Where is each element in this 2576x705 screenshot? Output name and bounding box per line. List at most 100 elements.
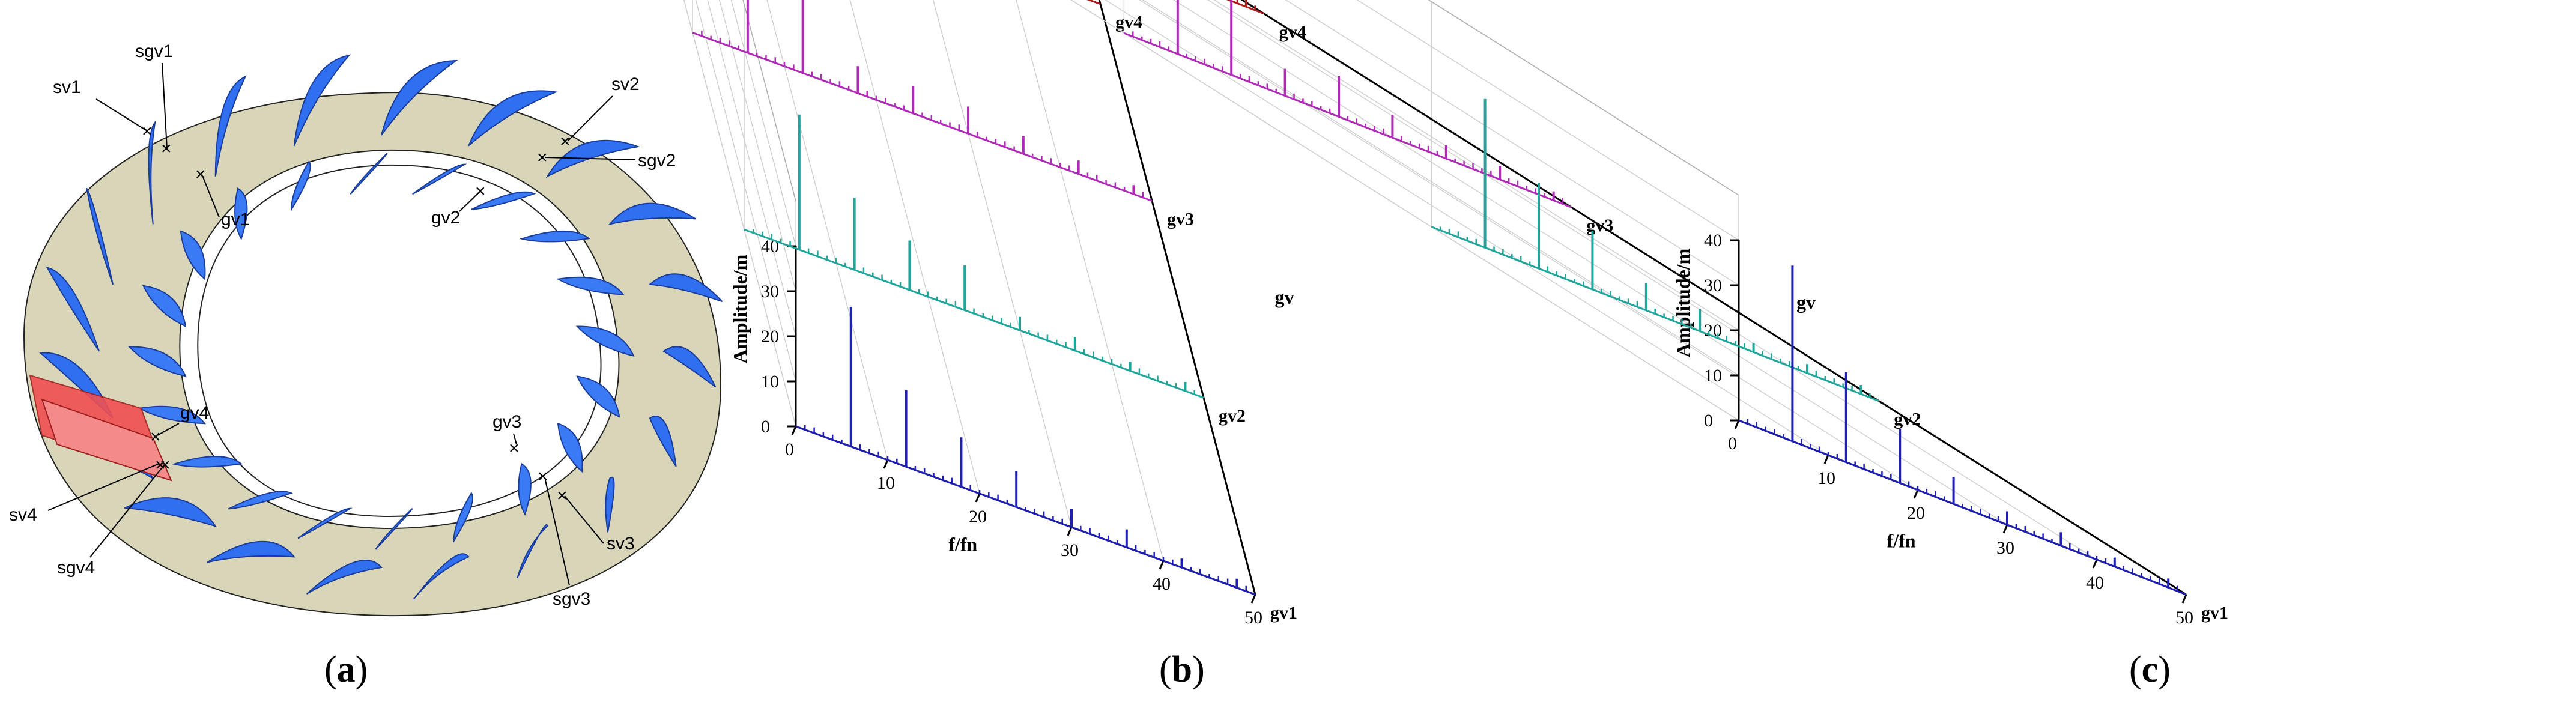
guide-vane-ring-panel: sv1 × sgv1 × gv1 × sv2 × sgv2 × gv2 × [9, 41, 723, 690]
depth-tick-label: gv2 [1219, 406, 1246, 426]
inner-vane [375, 508, 413, 550]
outer-vane [46, 267, 100, 352]
x-tick-label: 0 [785, 440, 794, 459]
highlighted-vane-sgv4 [41, 398, 172, 482]
z-axis-label: gv [1274, 286, 1294, 308]
grid-line [1070, 0, 1739, 421]
grid-line [1088, 0, 1101, 5]
inner-vane [576, 375, 620, 418]
panel-label-c: (c) [2129, 649, 2171, 690]
box-edge [1428, 0, 1739, 196]
grid-line [766, 0, 888, 461]
marker-gv1: × [195, 165, 206, 184]
label-sv4: sv4 [9, 505, 37, 525]
point-sgv3: sgv3 × [538, 467, 590, 609]
inner-vane [127, 346, 187, 377]
label-gv4: gv4 [180, 403, 209, 423]
y-tick-label: 0 [1704, 411, 1713, 431]
outer-vane [381, 59, 458, 136]
point-sgv1: sgv1 × [135, 41, 173, 159]
x-tick [1250, 594, 1256, 604]
label-gv3: gv3 [492, 412, 521, 432]
outer-vane [148, 122, 156, 225]
marker-sv2: × [560, 132, 571, 151]
z-axis [1098, 0, 1256, 595]
x-tick-label: 30 [1996, 538, 2014, 558]
box-edge [1099, 0, 1256, 595]
y-tick-label: 40 [1704, 231, 1722, 250]
point-gv1: gv1 × [195, 165, 250, 229]
grid-line [1173, 0, 2008, 525]
grid-line [1228, 0, 1264, 14]
outer-vane [207, 540, 295, 563]
y-axis-label: Amplitude/m [729, 254, 751, 363]
point-gv2: gv2 × [431, 181, 486, 228]
inner-vane [453, 492, 473, 543]
inner-vane [471, 191, 536, 210]
grid-line [719, 0, 796, 292]
outer-vane [662, 346, 717, 388]
outer-vane [648, 273, 723, 303]
outer-vane [545, 139, 641, 178]
x-tick [2002, 524, 2008, 534]
z-axis [1240, 0, 2187, 596]
grid-line [1142, 0, 1739, 376]
x-tick-label: 50 [1244, 608, 1262, 628]
outer-vane [413, 553, 470, 600]
x-tick [1159, 560, 1165, 570]
grid-line [1016, 0, 1164, 561]
y-axis-label: Amplitude/m [1672, 248, 1694, 357]
label-sgv4: sgv4 [57, 558, 95, 578]
label-sgv1: sgv1 [135, 41, 173, 61]
x-axis-label: f/fn [948, 534, 977, 555]
x-tick [1913, 489, 1919, 499]
label-sv2: sv2 [611, 74, 640, 94]
x-tick-label: 10 [1817, 468, 1835, 488]
marker-gv2: × [475, 181, 486, 201]
y-tick-label: 20 [761, 327, 779, 346]
outer-vane [124, 497, 217, 527]
outer-vane [605, 476, 615, 533]
point-sv3: sv3 × [557, 486, 635, 554]
grid-line [1099, 0, 1256, 595]
marker-sgv3: × [538, 467, 548, 486]
label-sgv3: sgv3 [553, 589, 590, 609]
marker-sv3: × [557, 486, 568, 506]
x-tick-label: 50 [2175, 608, 2193, 628]
x-tick-label: 20 [1907, 503, 1925, 523]
inner-vane [171, 456, 243, 468]
label-gv1: gv1 [221, 210, 250, 229]
x-tick [1823, 455, 1829, 464]
inner-vane [142, 285, 187, 328]
grid-line [730, 0, 796, 247]
x-tick [975, 493, 981, 503]
grid-line [849, 0, 980, 494]
box-edge [742, 0, 796, 202]
inner-vane [234, 187, 248, 241]
x-tick-label: 10 [877, 473, 895, 493]
outer-vane [649, 415, 677, 467]
marker-sv1: × [142, 121, 153, 141]
x-tick-label: 20 [969, 507, 987, 527]
depth-tick-label: gv2 [1894, 410, 1921, 429]
grid-line [707, 0, 796, 337]
x-tick-label: 30 [1061, 540, 1079, 560]
inner-vane [518, 462, 532, 516]
inner-vane [180, 230, 206, 280]
point-gv4: gv4 × [150, 403, 209, 447]
grid-line [1241, 0, 2187, 595]
waterfall-chart-b: 01020304050010203040gv1gv2gv3gv4f/fnAmpl… [683, 0, 1297, 690]
y-tick-label: 10 [761, 372, 779, 392]
x-tick-label: 0 [1728, 434, 1737, 453]
grid-line [683, 0, 796, 427]
outer-vane [86, 187, 114, 285]
point-sv4: sv4 × [9, 455, 166, 525]
marker-sgv2: × [537, 148, 548, 168]
depth-tick-label: gv1 [1270, 603, 1297, 623]
x-tick-label: 40 [1153, 574, 1171, 594]
box-edge [1241, 0, 2187, 595]
grid-line [1070, 0, 1739, 421]
outer-vane [306, 559, 383, 595]
inner-vane [291, 160, 311, 212]
series-baseline-gv4 [1086, 0, 1101, 5]
